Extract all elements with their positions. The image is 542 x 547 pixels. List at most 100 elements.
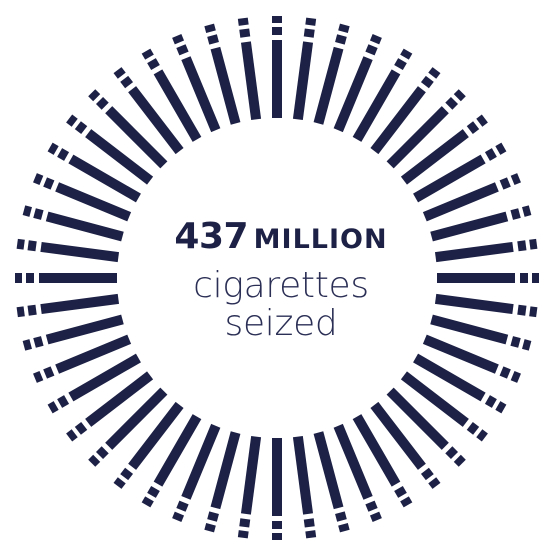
cigarette-filter-tip [141, 496, 154, 508]
cigarette-filter-tip [33, 370, 44, 383]
cigarette-icon [333, 423, 382, 522]
cigarette-filter-tip [369, 511, 382, 522]
cigarette-body [352, 69, 401, 142]
cigarette-body [105, 387, 168, 450]
cigarette-filter-band [176, 500, 189, 512]
cigarette-filter-band [33, 208, 44, 220]
cigarette-body [68, 154, 141, 203]
stat-caption: 437 MILLION cigarettes seized [131, 213, 431, 343]
cigarette-body [272, 438, 282, 516]
cigarette-filter-band [272, 27, 282, 35]
cigarette-filter-band [57, 148, 70, 161]
cigarette-filter-band [335, 511, 347, 522]
cigarette-body [292, 435, 314, 515]
cigarette-filter-band [239, 28, 251, 38]
cigarette-icon [437, 273, 539, 283]
cigarette-icon [33, 173, 132, 222]
cigarette-icon [88, 89, 168, 169]
cigarette-filter-band [520, 273, 528, 283]
cigarette-filter-tip [172, 511, 185, 522]
cigarette-body [68, 353, 141, 402]
cigarette-filter-band [365, 44, 378, 56]
subline-line-2: seized [224, 303, 338, 344]
cigarette-filter-tip [510, 173, 521, 186]
cigarette-icon [88, 387, 168, 467]
cigarette-filter-band [272, 521, 282, 529]
cigarette-filter-tip [33, 173, 44, 186]
cigarette-icon [400, 371, 488, 442]
cigarette-filter-band [335, 34, 347, 45]
cigarette-filter-band [510, 208, 521, 220]
cigarette-body [210, 431, 241, 510]
cigarette-filter-tip [428, 477, 441, 489]
cigarette-filter-band [510, 336, 521, 348]
headline: 437 MILLION [131, 213, 431, 267]
cigarette-filter-band [27, 304, 37, 316]
cigarette-filter-band [176, 44, 189, 56]
cigarette-body [434, 293, 514, 315]
cigarette-filter-band [517, 304, 527, 316]
cigarette-filter-band [43, 366, 55, 379]
cigarette-filter-band [27, 240, 37, 252]
cigarette-filter-tip [15, 273, 22, 283]
cigarette-filter-band [74, 421, 88, 435]
cigarette-filter-tip [476, 114, 488, 127]
cigarette-body [153, 69, 202, 142]
headline-number: 437 [174, 216, 249, 257]
cigarette-filter-band [43, 177, 55, 190]
cigarette-icon [292, 17, 317, 121]
cigarette-filter-tip [338, 523, 350, 533]
cigarette-icon [370, 67, 441, 155]
cigarette-icon [292, 435, 317, 539]
cigarette-icon [15, 273, 117, 283]
cigarette-filter-tip [66, 114, 78, 127]
cigarette-body [240, 435, 262, 515]
cigarette-icon [141, 48, 202, 142]
cigarette-body [333, 56, 373, 133]
cigarette-body [434, 241, 514, 263]
cigarette-icon [22, 205, 124, 242]
cigarette-icon [237, 17, 262, 121]
cigarette-filter-band [445, 96, 459, 110]
cigarette-filter-tip [476, 429, 488, 442]
cigarette-filter-tip [428, 67, 441, 79]
cigarette-icon [352, 48, 413, 142]
cigarette-filter-tip [113, 67, 126, 79]
cigarette-icon [47, 353, 141, 414]
cigarette-filter-band [95, 96, 109, 110]
cigarette-body [400, 129, 469, 185]
cigarette-icon [333, 34, 382, 133]
cigarette-body [422, 182, 499, 222]
cigarette-filter-band [484, 395, 497, 408]
cigarette-icon [352, 414, 413, 508]
cigarette-filter-tip [237, 17, 249, 26]
cigarette-body [413, 154, 486, 203]
cigarette-icon [113, 401, 184, 489]
cigarette-icon [313, 23, 350, 125]
cigarette-filter-tip [305, 530, 317, 539]
cigarette-filter-band [517, 240, 527, 252]
cigarette-filter-tip [22, 339, 32, 351]
cigarette-body [313, 431, 344, 510]
cigarette-filter-tip [141, 48, 154, 60]
cigarette-filter-tip [172, 34, 185, 45]
cigarette-icon [47, 142, 141, 203]
cigarette-icon [386, 387, 466, 467]
cigarette-filter-band [207, 511, 219, 522]
cigarette-body [352, 414, 401, 487]
cigarette-body [430, 211, 509, 242]
cigarette-icon [22, 314, 124, 351]
cigarette-filter-tip [495, 142, 507, 155]
cigarette-filter-tip [47, 401, 59, 414]
cigarette-icon [370, 401, 441, 489]
cigarette-filter-band [466, 121, 480, 135]
cigarette-filter-band [147, 58, 160, 71]
subline-line-1: cigarettes [193, 265, 369, 306]
cigarette-filter-band [147, 485, 160, 498]
cigarette-body [333, 423, 373, 500]
cigarette-filter-tip [400, 496, 413, 508]
cigarette-filter-band [365, 500, 378, 512]
cigarette-filter-band [420, 467, 434, 481]
cigarette-icon [434, 238, 538, 263]
